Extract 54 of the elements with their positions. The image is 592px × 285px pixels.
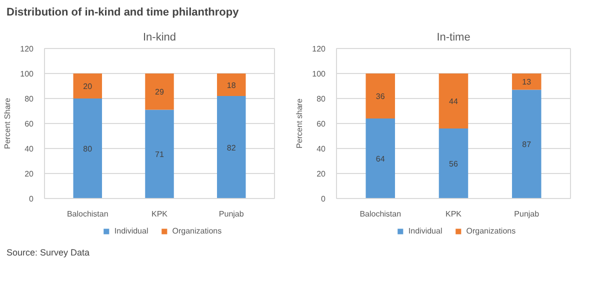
bar (145, 74, 174, 110)
x-tick-label: KPK (445, 210, 462, 218)
y-tick-label: 20 (24, 170, 34, 178)
text: Distribution of in-kind and time philanthropy (6, 6, 240, 18)
data-label: 20 (83, 82, 93, 91)
y-tick-label: 80 (24, 94, 34, 104)
x-tick-label: Balochistan (66, 210, 108, 218)
source-note: Source: Survey Data (6, 248, 90, 258)
x-tick-label: Punjab (218, 210, 244, 218)
bar (512, 90, 542, 198)
bar (217, 74, 246, 96)
data-label: 44 (449, 97, 458, 106)
bar (512, 74, 542, 90)
y-tick-label: 120 (20, 44, 34, 54)
data-label: 71 (155, 150, 164, 160)
data-label: 13 (522, 78, 532, 87)
data-label: 80 (83, 144, 93, 154)
data-label: 82 (226, 143, 236, 152)
bar (73, 74, 102, 98)
y-tick-label: 20 (316, 170, 326, 178)
data-label: 36 (376, 92, 386, 101)
bar (366, 74, 395, 118)
x-tick-label: Balochistan (360, 210, 402, 218)
legend-label: Individual (408, 226, 442, 236)
y-tick-label: 80 (316, 94, 326, 104)
data-label: 64 (376, 154, 386, 164)
y-tick-label: 60 (24, 120, 34, 128)
bar (438, 128, 468, 198)
y-tick-label: 120 (312, 44, 326, 54)
chart-title: In-time (436, 32, 470, 44)
y-axis-title: Percent Share (3, 97, 12, 150)
y-tick-label: 40 (316, 144, 326, 154)
y-tick-label: 60 (316, 120, 326, 128)
data-label: 29 (155, 88, 164, 97)
data-label: 87 (522, 140, 532, 150)
legend-label: Organizations (172, 226, 222, 236)
bar (438, 74, 468, 128)
y-tick-label: 0 (321, 194, 326, 204)
chart-title: In-kind (142, 32, 176, 44)
legend-label: Individual (114, 226, 148, 236)
bar (145, 110, 174, 198)
y-tick-label: 100 (312, 70, 326, 78)
data-label: 56 (449, 160, 458, 168)
y-axis-title: Percent share (295, 98, 304, 148)
y-tick-label: 100 (20, 70, 34, 78)
x-tick-label: KPK (151, 210, 168, 218)
x-tick-label: Punjab (514, 210, 540, 218)
bar (366, 118, 395, 198)
bar (217, 96, 246, 198)
data-label: 18 (226, 80, 236, 90)
legend-label: Organizations (466, 226, 516, 236)
y-tick-label: 0 (29, 194, 34, 204)
bar (73, 98, 102, 198)
y-tick-label: 40 (24, 144, 34, 154)
